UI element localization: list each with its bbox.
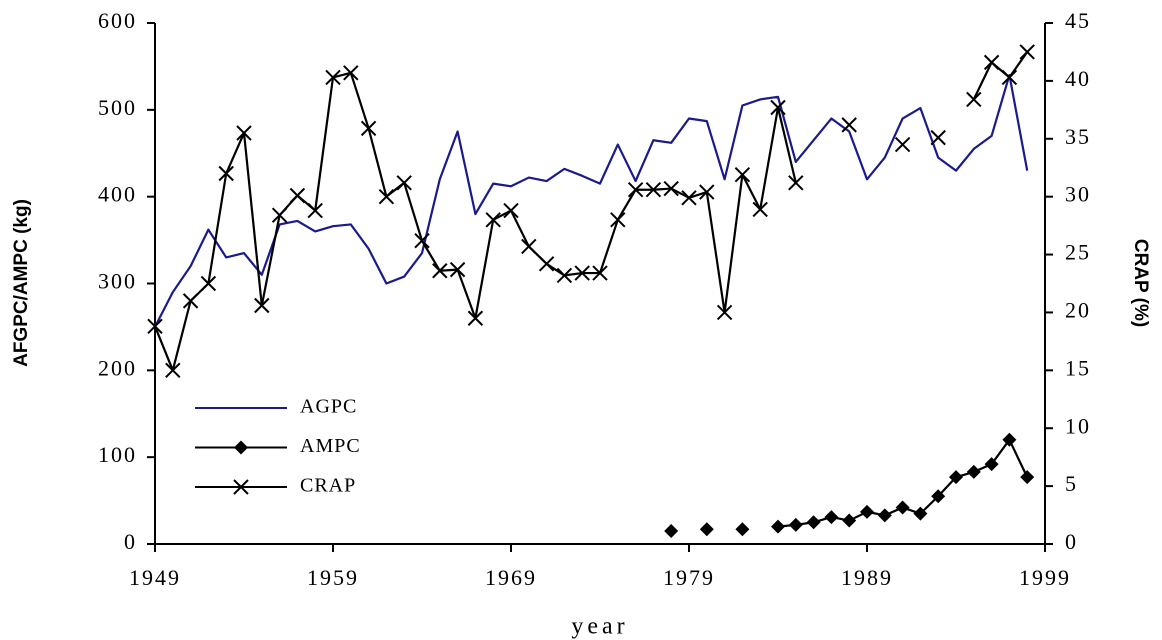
data-point	[271, 207, 288, 223]
y-tick-label: 200	[98, 355, 137, 380]
data-point	[343, 65, 359, 81]
data-point	[735, 522, 750, 537]
y-tick-label: 300	[98, 269, 137, 294]
data-point	[378, 188, 395, 205]
data-point	[165, 362, 181, 379]
legend-label: CRAP	[300, 475, 356, 497]
data-point	[200, 275, 217, 292]
data-point	[467, 310, 484, 326]
legend-label: AGPC	[300, 396, 357, 418]
data-point	[1019, 44, 1035, 60]
data-point	[414, 232, 430, 249]
y2-tick-label: 40	[1065, 66, 1091, 91]
data-point	[627, 182, 644, 198]
data-point	[752, 201, 768, 218]
x-tick-label: 1999	[1019, 565, 1071, 590]
y2-tick-label: 45	[1065, 8, 1091, 33]
data-point	[699, 184, 715, 200]
data-point	[699, 522, 714, 537]
y2-tick-label: 5	[1065, 471, 1078, 496]
data-point	[1001, 69, 1018, 86]
y2-tick-label: 15	[1065, 355, 1091, 380]
legend-label: AMPC	[300, 435, 361, 457]
data-point	[895, 500, 910, 515]
legend-marker	[234, 440, 248, 455]
y2-tick-label: 0	[1065, 529, 1078, 554]
data-point	[931, 489, 946, 504]
data-point	[236, 125, 252, 141]
y-tick-label: 0	[124, 529, 137, 554]
data-point	[841, 117, 857, 133]
data-point	[966, 464, 981, 479]
data-point	[734, 166, 751, 183]
y2-tick-label: 20	[1065, 297, 1091, 322]
series-line	[153, 51, 1029, 372]
x-tick-label: 1969	[485, 565, 537, 590]
data-point	[485, 212, 501, 228]
data-point	[182, 293, 199, 309]
y-tick-label: 400	[98, 182, 137, 207]
data-point	[860, 504, 874, 519]
y2-tick-label: 30	[1065, 182, 1091, 207]
data-point	[877, 508, 892, 523]
legend-marker	[233, 479, 249, 495]
data-point	[592, 265, 608, 281]
y2-tick-label: 25	[1065, 240, 1091, 265]
data-point	[1020, 470, 1035, 485]
data-point	[503, 202, 519, 219]
data-point	[360, 120, 377, 137]
data-point	[949, 470, 963, 485]
data-point	[1002, 432, 1017, 447]
data-point	[538, 256, 555, 272]
data-point	[147, 318, 163, 335]
data-point	[788, 175, 804, 191]
series-line	[154, 74, 1029, 328]
data-point	[824, 510, 839, 525]
y2-tick-label: 35	[1065, 124, 1091, 149]
data-point	[610, 212, 626, 228]
data-point	[307, 202, 323, 219]
data-point	[325, 69, 341, 86]
data-point	[664, 523, 679, 538]
data-point	[842, 513, 857, 528]
data-point	[432, 263, 448, 279]
data-point	[521, 238, 537, 255]
x-tick-label: 1989	[841, 565, 893, 590]
y-tick-label: 100	[98, 442, 137, 467]
data-point	[788, 517, 803, 532]
data-point	[254, 297, 270, 314]
data-point	[663, 180, 679, 197]
data-point	[770, 99, 786, 116]
data-point	[645, 182, 662, 198]
data-point	[984, 457, 999, 472]
data-point	[983, 54, 1000, 71]
data-point	[218, 165, 234, 182]
data-point	[449, 261, 466, 278]
data-point	[681, 190, 697, 206]
y-tick-label: 600	[98, 8, 137, 33]
x-tick-label: 1949	[129, 565, 181, 590]
data-point	[771, 519, 785, 534]
data-point	[966, 91, 982, 108]
y2-axis-title: CRAP (%)	[1130, 239, 1151, 327]
data-point	[894, 136, 911, 153]
data-point	[289, 187, 306, 204]
data-point	[806, 515, 821, 530]
data-point	[396, 175, 412, 191]
x-tick-label: 1979	[663, 565, 715, 590]
x-tick-label: 1959	[307, 565, 359, 590]
x-axis-title: year	[571, 614, 628, 640]
y-tick-label: 500	[98, 95, 137, 120]
data-point	[913, 506, 928, 521]
data-point	[716, 304, 733, 321]
y-axis-title: AFGPC/AMPC (kg)	[11, 199, 32, 367]
data-point	[556, 267, 573, 284]
y2-tick-label: 10	[1065, 413, 1091, 438]
data-point	[574, 265, 590, 281]
data-point	[930, 129, 946, 146]
